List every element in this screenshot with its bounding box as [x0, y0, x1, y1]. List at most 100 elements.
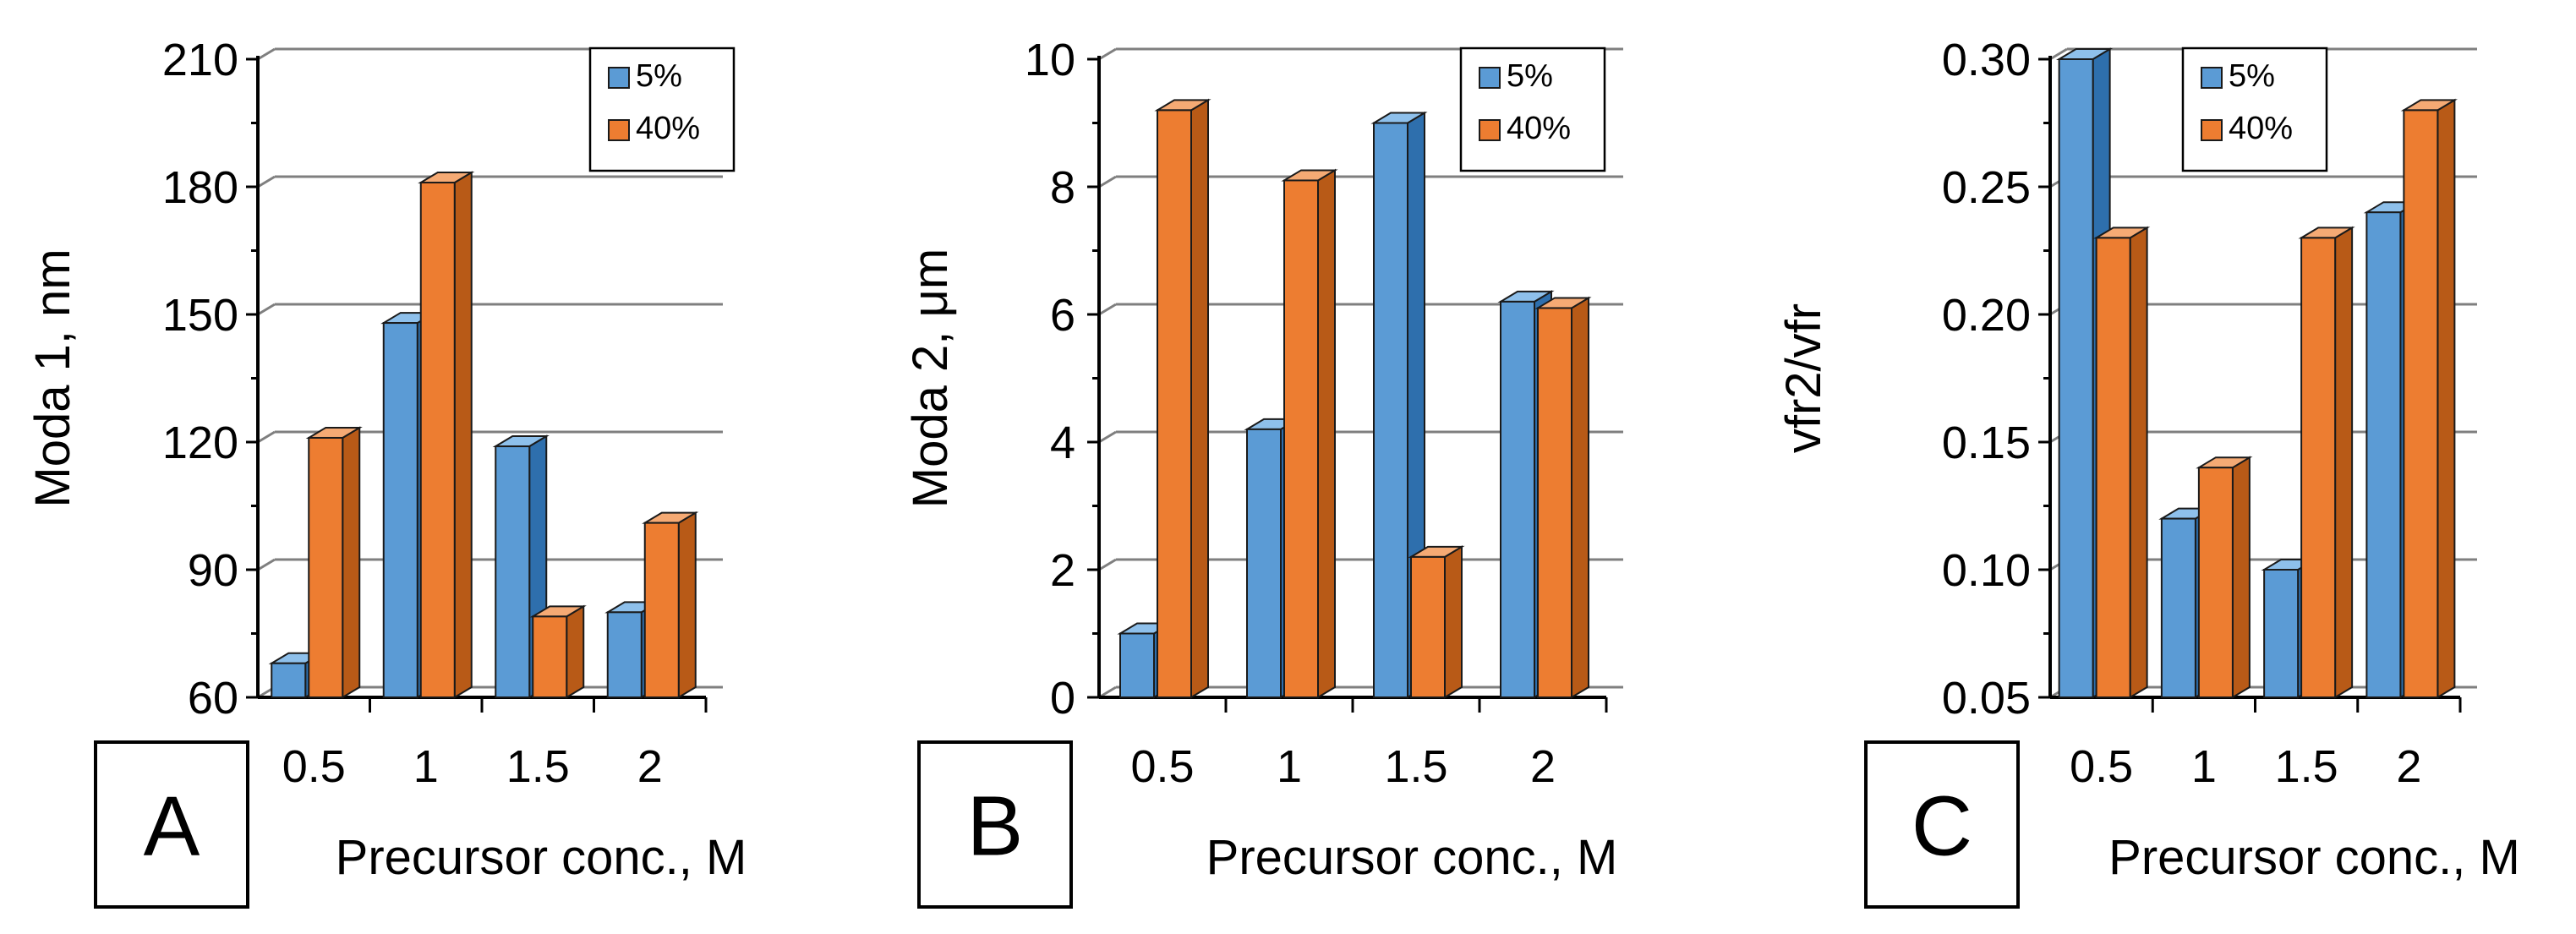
x-tick-label: 2: [2396, 741, 2421, 792]
y-tick-label: 4: [1050, 418, 1075, 468]
gridline-depth: [1098, 175, 1117, 188]
gridline-depth: [257, 47, 276, 61]
x-axis-title: Precursor conc., M: [2108, 830, 2520, 885]
bar-side-face: [1190, 98, 1209, 699]
bar-side-face: [2437, 98, 2456, 699]
gridline-depth: [257, 558, 276, 571]
legend-swatch: [2201, 119, 2223, 141]
y-tick-label: 120: [162, 418, 238, 468]
x-tick-label: 1: [1277, 741, 1302, 792]
legend-label: 5%: [2229, 58, 2275, 94]
bar-40pct-0_5: [2093, 226, 2151, 699]
bar-40pct-2: [642, 511, 699, 699]
bar-side-face: [2231, 456, 2251, 699]
bar-side-face: [1317, 168, 1336, 699]
bar-front-face: [1283, 179, 1319, 698]
bar-40pct-0_5: [305, 426, 363, 699]
y-tick-label: 0.30: [1942, 35, 2031, 85]
y-tick-label: 10: [1025, 35, 1075, 85]
bar-front-face: [419, 181, 456, 698]
bar-side-face: [453, 171, 473, 699]
bar-front-face: [308, 436, 344, 698]
y-axis-title: Moda 1, nm: [25, 249, 80, 507]
bar-side-face: [1444, 545, 1463, 699]
bar-front-face: [382, 322, 418, 698]
bar-front-face: [1373, 122, 1408, 698]
legend-label: 40%: [636, 111, 700, 146]
bar-front-face: [532, 615, 568, 698]
bar-front-face: [2300, 237, 2337, 698]
legend-label: 40%: [2229, 111, 2293, 146]
y-tick-label: 0.25: [1942, 162, 2031, 213]
bar-front-face: [643, 522, 680, 699]
y-tick-label: 0: [1050, 673, 1075, 724]
bar-side-face: [2334, 226, 2354, 699]
panel-label-box: [917, 740, 1073, 909]
panel-label: B: [967, 779, 1024, 874]
bar-front-face: [2365, 211, 2402, 698]
bar-side-face: [677, 511, 697, 699]
bar-side-face: [342, 426, 361, 699]
bar-40pct-1_5: [2298, 226, 2355, 699]
y-tick-label: 0.05: [1942, 673, 2031, 724]
legend-swatch: [608, 67, 630, 89]
bar-front-face: [2058, 58, 2094, 698]
chart-panel-c: 0.05 0.10 0.15 0.20 0.25 0.30 0.5 1 1.5 2 vfr2/vfr…: [1776, 35, 2520, 909]
gridline-depth: [1098, 430, 1117, 444]
legend: 5%40%: [588, 46, 736, 172]
bar-front-face: [2263, 569, 2300, 698]
bar-front-face: [1246, 428, 1282, 698]
bar-40pct-1: [1281, 168, 1338, 699]
y-axis-title: Moda 2, μm: [903, 249, 958, 508]
bar-front-face: [1157, 109, 1192, 698]
bar-front-face: [2160, 517, 2196, 698]
legend-swatch: [1479, 67, 1501, 89]
panel-label: A: [144, 779, 200, 874]
bar-front-face: [1537, 307, 1572, 698]
x-tick-label: 0.5: [282, 741, 346, 792]
bar-40pct-1: [2196, 456, 2253, 699]
bar-front-face: [2095, 237, 2131, 698]
x-axis-title: Precursor conc., M: [1206, 830, 1618, 885]
x-tick-label: 1.5: [506, 741, 570, 792]
bar-front-face: [495, 445, 531, 698]
gridline-depth: [257, 303, 276, 316]
x-tick-label: 0.5: [1130, 741, 1194, 792]
bar-front-face: [1119, 632, 1155, 698]
gridline-depth: [2049, 47, 2068, 61]
y-tick-label: 180: [162, 162, 238, 213]
y-tick-label: 2: [1050, 545, 1075, 596]
x-axis-title: Precursor conc., M: [336, 830, 747, 885]
x-tick-label: 0.5: [2070, 741, 2133, 792]
y-axis-title: vfr2/vfr: [1776, 303, 1831, 453]
y-tick-label: 210: [162, 35, 238, 85]
legend-label: 5%: [636, 58, 682, 94]
y-tick-label: 6: [1050, 290, 1075, 341]
gridline-depth: [1098, 303, 1117, 316]
y-tick-label: 90: [188, 545, 238, 596]
gridline-depth: [257, 175, 276, 188]
y-tick-label: 150: [162, 290, 238, 341]
bar-40pct-2: [2400, 98, 2458, 699]
bar-40pct-1_5: [1408, 545, 1465, 699]
chart-panel-b: 0 2 4 6 8 10 0.5 1 1.5 2 Moda 2, μm Precursor conc.…: [903, 35, 1623, 909]
legend-label: 40%: [1507, 111, 1571, 146]
panel-label-box: [1864, 740, 2020, 909]
y-tick-label: 60: [188, 673, 238, 724]
bar-40pct-1: [418, 171, 475, 699]
bar-front-face: [2403, 109, 2439, 698]
legend-swatch: [608, 119, 630, 141]
legend-swatch: [1479, 119, 1501, 141]
bar-side-face: [2129, 226, 2148, 699]
gridline-depth: [1098, 558, 1117, 571]
bar-front-face: [271, 662, 307, 699]
bar-front-face: [606, 611, 643, 698]
bar-40pct-2: [1534, 296, 1592, 699]
x-tick-label: 1: [413, 741, 439, 792]
chart-panel-a: 60 90 120 150 180 210 0.5 1 1.5 2 Moda 1, nm Precur…: [25, 35, 747, 909]
legend: 5%40%: [2181, 46, 2328, 172]
x-tick-label: 1.5: [1384, 741, 1447, 792]
x-tick-label: 1.5: [2275, 741, 2338, 792]
